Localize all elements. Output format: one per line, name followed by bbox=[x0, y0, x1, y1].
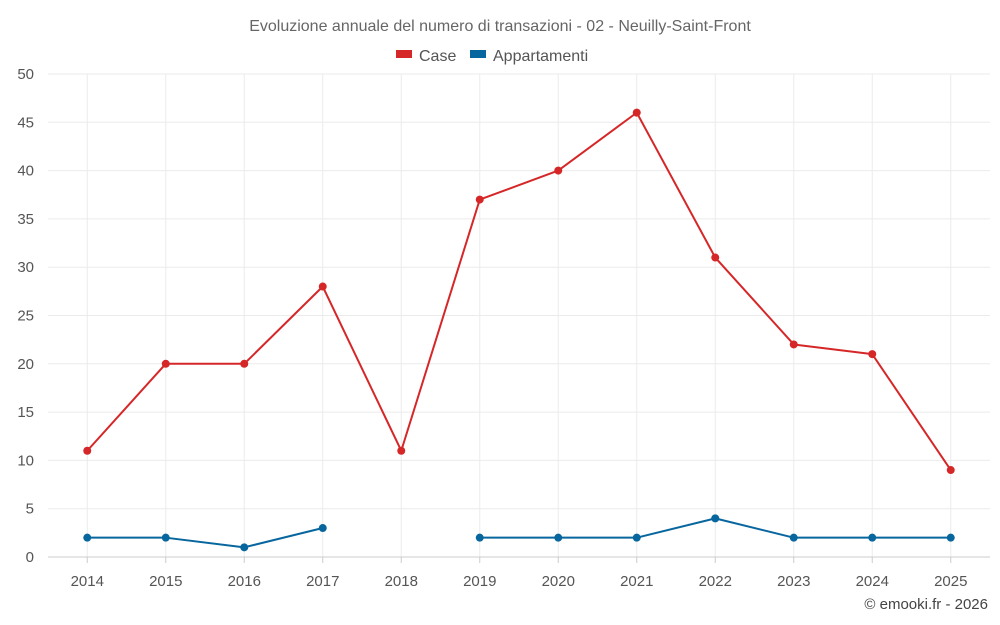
data-point-case bbox=[632, 108, 641, 117]
data-point-appartamenti bbox=[946, 533, 955, 542]
data-point-case bbox=[83, 446, 92, 455]
x-tick-label: 2024 bbox=[856, 573, 889, 590]
x-tick-label: 2015 bbox=[149, 573, 182, 590]
series-line-case bbox=[86, 111, 952, 471]
legend-swatch-appartamenti bbox=[470, 50, 486, 58]
legend-swatch-case bbox=[396, 50, 412, 58]
y-tick-label: 45 bbox=[17, 114, 34, 131]
x-tick-label: 2020 bbox=[542, 573, 575, 590]
data-point-appartamenti bbox=[711, 514, 720, 523]
data-point-case bbox=[475, 195, 484, 204]
legend-item-case[interactable]: Case bbox=[396, 48, 456, 65]
x-tick-label: 2019 bbox=[463, 573, 496, 590]
chart-title: Evoluzione annuale del numero di transaz… bbox=[249, 18, 751, 35]
x-tick-label: 2017 bbox=[306, 573, 339, 590]
x-tick-label: 2023 bbox=[777, 573, 810, 590]
series-line-appartamenti bbox=[87, 527, 323, 549]
series-layer bbox=[83, 108, 955, 552]
x-axis: 2014 2015 2016 2017 2018 2019 2020 2021 2022 2023… bbox=[48, 556, 990, 590]
data-point-appartamenti bbox=[83, 533, 92, 542]
data-point-case bbox=[946, 466, 955, 475]
data-point-case bbox=[161, 359, 170, 368]
y-tick-label: 0 bbox=[26, 549, 34, 566]
x-tick-label: 2016 bbox=[228, 573, 261, 590]
x-tick-label: 2018 bbox=[385, 573, 418, 590]
legend: Case Appartamenti bbox=[396, 48, 588, 65]
data-point-appartamenti bbox=[240, 543, 249, 552]
y-tick-label: 20 bbox=[17, 356, 34, 373]
data-point-case bbox=[240, 359, 249, 368]
y-tick-label: 40 bbox=[17, 163, 34, 180]
legend-label-appartamenti: Appartamenti bbox=[493, 48, 588, 65]
y-tick-label: 35 bbox=[17, 211, 34, 228]
legend-label-case: Case bbox=[419, 48, 456, 65]
y-axis: 0 5 10 15 20 25 30 35 40 45 50 bbox=[17, 66, 34, 566]
data-point-case bbox=[318, 282, 327, 291]
data-point-appartamenti bbox=[161, 533, 170, 542]
data-point-appartamenti bbox=[554, 533, 563, 542]
credit-text: © emooki.fr - 2026 bbox=[864, 596, 988, 613]
y-tick-label: 5 bbox=[26, 501, 34, 518]
x-tick-label: 2022 bbox=[699, 573, 732, 590]
data-point-appartamenti bbox=[789, 533, 798, 542]
data-point-appartamenti bbox=[868, 533, 877, 542]
gridlines bbox=[48, 73, 990, 557]
data-point-case bbox=[397, 446, 406, 455]
x-tick-label: 2014 bbox=[71, 573, 104, 590]
data-point-appartamenti bbox=[318, 524, 327, 533]
y-tick-label: 50 bbox=[17, 66, 34, 83]
y-tick-label: 10 bbox=[17, 452, 34, 469]
y-tick-label: 15 bbox=[17, 404, 34, 421]
data-point-appartamenti bbox=[475, 533, 484, 542]
data-point-case bbox=[868, 350, 877, 359]
y-tick-label: 30 bbox=[17, 259, 34, 276]
data-point-case bbox=[711, 253, 720, 262]
x-tick-label: 2021 bbox=[620, 573, 653, 590]
legend-item-appartamenti[interactable]: Appartamenti bbox=[470, 48, 588, 65]
x-tick-label: 2025 bbox=[934, 573, 967, 590]
data-point-appartamenti bbox=[632, 533, 641, 542]
y-tick-label: 25 bbox=[17, 308, 34, 325]
data-point-case bbox=[554, 166, 563, 175]
data-point-case bbox=[789, 340, 798, 349]
